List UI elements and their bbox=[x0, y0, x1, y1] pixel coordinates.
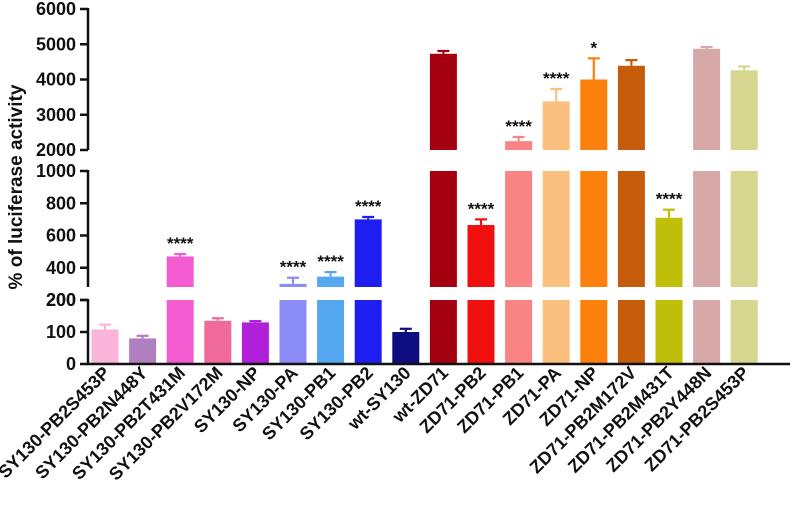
bar-ZD71-PB2M172V bbox=[617, 65, 645, 364]
bar-SY130-PB2N448Y bbox=[129, 338, 157, 364]
y-axis-label: % of luciferase activity bbox=[6, 84, 27, 289]
significance-SY130-PB2: **** bbox=[355, 197, 382, 216]
upper-break-gap bbox=[84, 150, 800, 171]
significance-SY130-PB1: **** bbox=[317, 252, 344, 271]
y-tick-label: 5000 bbox=[36, 34, 76, 54]
y-tick-label: 200 bbox=[46, 290, 76, 310]
axis-break-gaps bbox=[84, 150, 800, 300]
significance-ZD71-NP: * bbox=[590, 38, 597, 57]
error-bar-ZD71-PB2Y448N bbox=[700, 45, 713, 49]
error-bar-wt-ZD71 bbox=[437, 49, 450, 54]
category-labels: SY130-PB2S453PSY130-PB2N448YSY130-PB2T43… bbox=[0, 363, 753, 485]
bar-ZD71-PB2Y448N bbox=[693, 48, 721, 365]
bar-wt-SY130 bbox=[392, 332, 420, 364]
error-bar-SY130-PB1 bbox=[324, 271, 337, 277]
lower-break-gap bbox=[84, 287, 800, 300]
significance-ZD71-PB2M431T: **** bbox=[656, 190, 683, 209]
error-bar-wt-SY130 bbox=[399, 327, 412, 332]
y-tick-label: 100 bbox=[46, 322, 76, 342]
bar-ZD71-NP bbox=[580, 79, 608, 364]
y-tick-label: 200 bbox=[46, 290, 76, 310]
bar-ZD71-PA bbox=[542, 101, 570, 364]
significance-SY130-PB2T431M: **** bbox=[167, 234, 194, 253]
error-bar-ZD71-NP bbox=[587, 57, 600, 80]
significance-ZD71-PB2: **** bbox=[468, 199, 495, 218]
bar-SY130-PB2S453P bbox=[91, 329, 119, 364]
error-bar-ZD71-PB2M431T bbox=[663, 208, 675, 218]
error-bar-SY130-PB2S453P bbox=[99, 323, 111, 330]
y-tick-label: 1000 bbox=[36, 161, 76, 181]
bar-ZD71-PB2S453P bbox=[730, 70, 758, 365]
error-bar-ZD71-PB2S453P bbox=[738, 65, 751, 71]
bar-wt-ZD71 bbox=[429, 53, 457, 364]
error-bar-SY130-PB2T431M bbox=[174, 252, 187, 257]
y-tick-label: 3000 bbox=[36, 105, 76, 125]
error-bar-SY130-PB2V172M bbox=[211, 317, 224, 321]
bar-SY130-NP bbox=[241, 322, 269, 364]
significance-labels: ******** ******** ***************** bbox=[167, 38, 683, 276]
error-bar-ZD71-PB2 bbox=[475, 218, 487, 226]
bars-group bbox=[91, 48, 758, 365]
error-bars-group bbox=[99, 45, 751, 339]
error-bar-SY130-PB2 bbox=[362, 215, 375, 220]
error-bar-ZD71-PB1 bbox=[512, 135, 525, 142]
error-bar-SY130-PB2N448Y bbox=[136, 334, 149, 339]
bar-SY130-PB2T431M bbox=[166, 256, 194, 364]
significance-SY130-PA: **** bbox=[280, 258, 307, 277]
error-bar-ZD71-PB2M172V bbox=[625, 59, 638, 66]
error-bar-SY130-PA bbox=[287, 276, 299, 284]
bar-ZD71-PB1 bbox=[505, 141, 533, 364]
bar-SY130-PB2V172M bbox=[204, 320, 232, 364]
y-axis: 0100200200400600800100020003000400050006… bbox=[36, 0, 790, 374]
y-tick-label: 6000 bbox=[36, 0, 76, 19]
error-bar-ZD71-PA bbox=[550, 87, 563, 102]
y-tick-label: 0 bbox=[66, 354, 76, 374]
y-tick-label: 2000 bbox=[36, 140, 76, 160]
y-tick-label: 800 bbox=[46, 193, 76, 213]
y-tick-label: 600 bbox=[46, 226, 76, 246]
significance-ZD71-PA: **** bbox=[543, 69, 570, 88]
y-tick-label: 4000 bbox=[36, 70, 76, 90]
error-bar-SY130-NP bbox=[249, 320, 262, 323]
significance-ZD71-PB1: **** bbox=[505, 117, 532, 136]
y-tick-label: 400 bbox=[46, 258, 76, 278]
